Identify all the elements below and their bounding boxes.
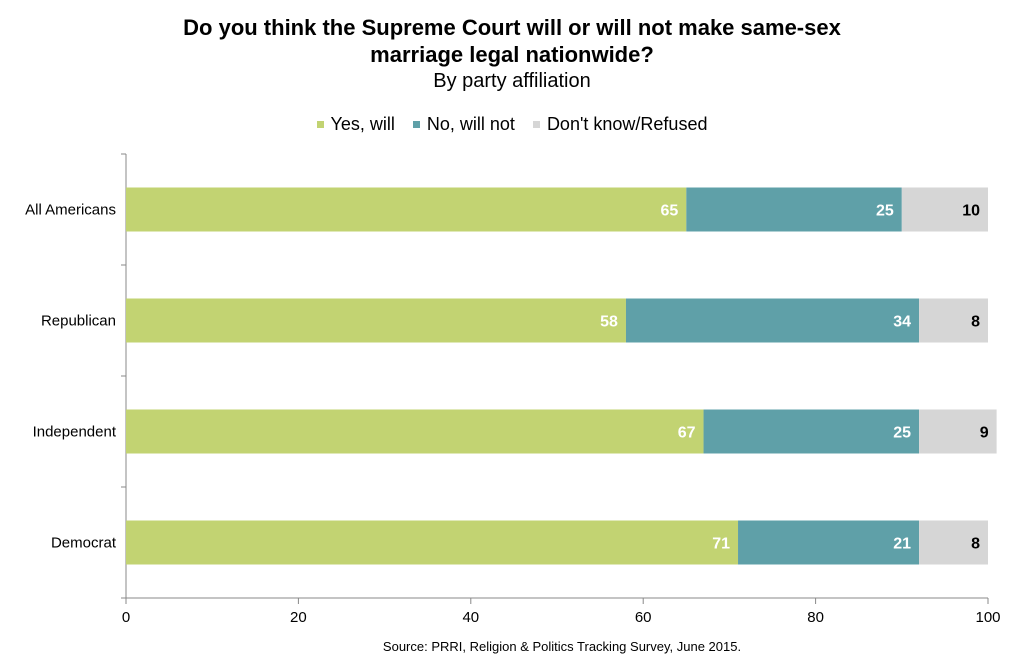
legend-swatch-dont-know [532, 121, 540, 128]
data-label: 25 [893, 425, 911, 442]
data-label: 34 [893, 314, 911, 331]
legend-swatch-no [412, 121, 420, 128]
x-tick-label: 100 [975, 609, 1000, 626]
bar-segment [703, 409, 920, 454]
data-label: 10 [962, 203, 980, 220]
bar-segment [901, 187, 988, 232]
legend: Yes, will No, will not Don't know/Refuse… [0, 114, 1024, 135]
bar-segment [919, 520, 988, 565]
chart-subtitle: By party affiliation [433, 70, 591, 92]
chart-title-line-1: Do you think the Supreme Court will or w… [183, 15, 841, 40]
x-tick-label: 60 [635, 609, 652, 626]
legend-item-dont-know: Don't know/Refused [532, 114, 708, 135]
data-label: 67 [678, 425, 696, 442]
chart-title: Do you think the Supreme Court will or w… [0, 14, 1024, 68]
data-label: 65 [661, 203, 679, 220]
legend-label-no: No, will not [426, 114, 515, 134]
legend-item-no: No, will not [412, 114, 515, 135]
bar-segment [625, 298, 920, 343]
bar-segment [126, 187, 687, 232]
x-tick-label: 40 [462, 609, 479, 626]
bar-segment [686, 187, 902, 232]
category-label: All Americans [25, 202, 116, 219]
source-note: Source: PRRI, Religion & Politics Tracki… [382, 639, 742, 654]
category-label: Democrat [51, 535, 117, 552]
data-label: 8 [971, 314, 980, 331]
legend-item-yes: Yes, will [316, 114, 395, 135]
legend-swatch-yes [316, 121, 324, 128]
chart-title-line-2: marriage legal nationwide? [370, 42, 654, 67]
x-tick-label: 80 [807, 609, 824, 626]
data-label: 71 [712, 536, 730, 553]
bar-segment [919, 409, 997, 454]
data-label: 21 [893, 536, 911, 553]
bar-segment [919, 298, 988, 343]
legend-label-dont-know: Don't know/Refused [546, 114, 708, 134]
bar-segment [126, 298, 626, 343]
x-tick-label: 0 [122, 609, 130, 626]
data-label: 8 [971, 536, 980, 553]
data-label: 9 [980, 425, 989, 442]
data-label: 25 [876, 203, 894, 220]
bar-segment [126, 409, 704, 454]
category-label: Independent [33, 424, 117, 441]
data-label: 58 [600, 314, 618, 331]
x-tick-label: 20 [290, 609, 307, 626]
category-label: Republican [41, 313, 116, 330]
bar-segment [738, 520, 920, 565]
legend-label-yes: Yes, will [330, 114, 395, 134]
bar-segment [126, 520, 739, 565]
